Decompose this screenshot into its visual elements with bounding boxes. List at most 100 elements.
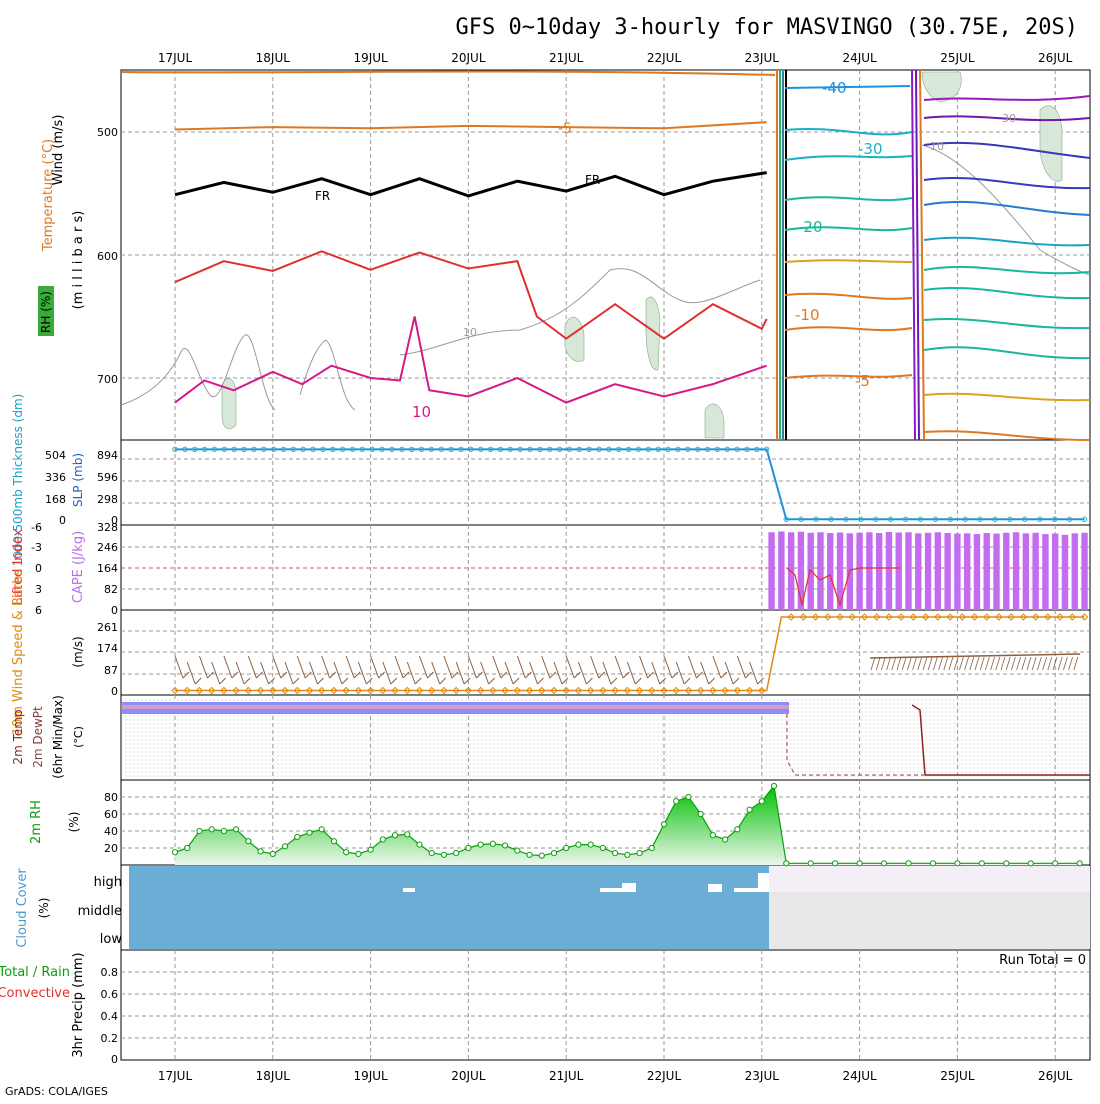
ytick-rh-20: 20 bbox=[104, 842, 118, 855]
rh-point bbox=[697, 810, 704, 818]
thickness-marker bbox=[448, 446, 454, 453]
wind-marker bbox=[330, 686, 338, 695]
thickness-marker bbox=[458, 446, 464, 453]
cape-bar bbox=[993, 533, 1000, 610]
wind-barb-tick bbox=[219, 677, 227, 685]
thickness-marker bbox=[418, 446, 425, 453]
thickness-marker bbox=[359, 446, 366, 453]
ylabel-wind-units: (m/s) bbox=[71, 636, 85, 667]
date-top-26jul: 26JUL bbox=[1038, 51, 1073, 65]
wind-marker bbox=[787, 613, 795, 621]
ylabel-cape: CAPE (J/kg) bbox=[71, 531, 86, 603]
wind-barb bbox=[419, 655, 428, 679]
date-top-19jul: 19JUL bbox=[353, 51, 388, 65]
wind-barb-tick bbox=[451, 671, 459, 679]
thickness-marker bbox=[1052, 516, 1058, 522]
rh-point bbox=[171, 849, 179, 856]
ytick-thick-168: 168 bbox=[45, 493, 66, 506]
wind-barb bbox=[577, 661, 587, 685]
rh-point bbox=[722, 836, 729, 843]
wind-barb-tick bbox=[500, 671, 508, 679]
thickness-marker bbox=[330, 446, 336, 453]
wind-marker bbox=[811, 613, 820, 621]
thickness-marker bbox=[873, 516, 879, 522]
rh-point bbox=[184, 844, 191, 852]
wind-marker bbox=[525, 686, 534, 695]
date-bottom-18jul: 18JUL bbox=[256, 1069, 291, 1083]
contour-label-minus10: -10 bbox=[795, 306, 820, 324]
thickness-marker bbox=[192, 446, 198, 453]
run-total: Run Total = 0 bbox=[999, 953, 1086, 968]
ylabel-cloud: Cloud Cover bbox=[15, 868, 30, 948]
wind-barb bbox=[357, 661, 367, 685]
rh-point bbox=[648, 844, 655, 852]
cape-bar bbox=[963, 533, 971, 610]
wind-barb bbox=[675, 661, 685, 685]
cape-yticks-right: 328 246 164 82 0 bbox=[97, 521, 118, 617]
upper-series-1 bbox=[174, 171, 767, 198]
rh-point bbox=[514, 847, 521, 854]
cape-bar bbox=[1022, 533, 1030, 610]
thickness-marker bbox=[389, 446, 395, 453]
ylabel-rh2m-units: (%) bbox=[67, 812, 81, 833]
cloud-cover-grey-high bbox=[769, 866, 1090, 892]
precip-yticks: 0.8 0.6 0.4 0.2 0 bbox=[101, 966, 119, 1066]
wind-barb bbox=[394, 655, 404, 679]
thickness-marker bbox=[182, 446, 188, 453]
wind-barb-tick bbox=[366, 677, 373, 685]
wind-barb-tick bbox=[390, 677, 398, 685]
wind-barb-fine bbox=[969, 656, 975, 671]
thickness-marker bbox=[902, 516, 909, 522]
wind-barb bbox=[174, 655, 184, 679]
cloud-gap-5 bbox=[734, 888, 760, 892]
wind-barb-tick bbox=[414, 677, 422, 685]
wind-barb-fine bbox=[1063, 656, 1068, 671]
credit-text: GrADS: COLA/IGES bbox=[5, 1085, 108, 1098]
date-bottom-22jul: 22JUL bbox=[647, 1069, 682, 1083]
thickness-marker bbox=[635, 446, 642, 453]
dates-bottom: 17JUL 18JUL 19JUL 20JUL 21JUL 22JUL 23JUL 24JUL… bbox=[158, 1069, 1073, 1083]
wind-barb-tick bbox=[292, 677, 300, 685]
cape-bar bbox=[1052, 533, 1059, 610]
wind-barb-tick bbox=[647, 671, 654, 679]
wind-barb-tick bbox=[524, 671, 532, 679]
wind-marker bbox=[415, 686, 424, 695]
thickness-marker bbox=[517, 446, 523, 453]
wind-barb-fine bbox=[953, 656, 959, 671]
wind-marker bbox=[379, 686, 387, 695]
wind-marker bbox=[574, 686, 583, 695]
rh-point bbox=[1003, 860, 1010, 867]
ytick-wind-0: 0 bbox=[111, 685, 118, 698]
chart-title: GFS 0~10day 3-hourly for MASVINGO (30.75… bbox=[455, 15, 1078, 40]
wind-barb-fine bbox=[886, 656, 891, 671]
rh-point bbox=[575, 841, 582, 848]
wind-marker bbox=[354, 686, 363, 695]
wind-barb-fine bbox=[1005, 656, 1011, 671]
cape-bar bbox=[915, 533, 922, 610]
wind-marker bbox=[611, 686, 619, 695]
ytick-500: 500 bbox=[97, 126, 118, 139]
cape-bar bbox=[817, 532, 824, 610]
thickness-marker bbox=[828, 516, 834, 522]
ylabel-minmax: (6hr Min/Max) bbox=[51, 695, 65, 779]
rh-point bbox=[453, 850, 460, 857]
wind-barb-fine bbox=[1073, 656, 1079, 671]
wind-marker bbox=[562, 686, 570, 695]
thickness-marker bbox=[339, 446, 346, 453]
thickness-yticks-right: 894 596 298 0 bbox=[97, 449, 118, 527]
thickness-marker bbox=[858, 516, 864, 522]
wind-marker bbox=[873, 613, 881, 621]
wind-barb-tick bbox=[586, 677, 593, 685]
wind-marker bbox=[305, 686, 314, 695]
thickness-marker bbox=[1022, 516, 1028, 522]
rh-point bbox=[1076, 860, 1083, 867]
rh-area bbox=[175, 785, 1080, 865]
thickness-marker bbox=[675, 446, 681, 453]
wind-barb bbox=[626, 661, 636, 685]
thickness-marker bbox=[478, 446, 484, 453]
thickness-marker bbox=[261, 446, 267, 453]
contour-label-30: 30 bbox=[1002, 112, 1016, 125]
cape-bar bbox=[875, 533, 883, 610]
wind-marker bbox=[232, 686, 240, 695]
contour-label-fr-1: FR bbox=[315, 189, 330, 203]
